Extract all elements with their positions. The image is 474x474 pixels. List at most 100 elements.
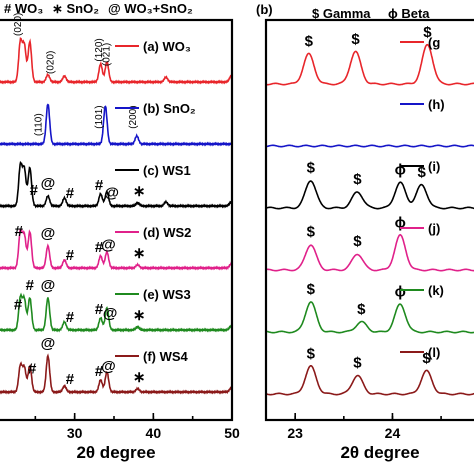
legend-label-5: (l) — [428, 345, 440, 360]
x-axis-label: 2θ degree — [76, 443, 155, 462]
series-line-2 — [266, 180, 474, 210]
peak-marker-3-1: $ — [353, 233, 362, 250]
peak-marker-2-3: # — [95, 177, 104, 194]
peak-marker-4-2: ϕ — [395, 283, 406, 300]
peak-marker-2-0: $ — [307, 159, 316, 176]
peak-marker-5-2: # — [66, 371, 75, 388]
series-line-0 — [266, 43, 474, 86]
peak-marker-4-6: ∗ — [133, 307, 146, 324]
peak-label-0-1: (020) — [45, 51, 56, 74]
panel-a: # WO₃ ∗ SnO₂ @ WO₃+SnO₂ (020) (020) (120)(021… — [0, 1, 240, 462]
legend-header-0: $ Gamma — [312, 6, 371, 21]
legend-label-2: (c) WS1 — [143, 163, 191, 178]
series-line-0 — [0, 37, 232, 85]
legend-header-1: ϕ Beta — [388, 6, 430, 21]
panel-label: (b) — [256, 2, 273, 17]
peak-marker-5-4: @ — [101, 358, 116, 375]
x-tick-label-0: 23 — [287, 425, 303, 441]
peak-marker-5-3: # — [95, 363, 104, 380]
series-line-1 — [0, 103, 232, 147]
x-tick-label-1: 24 — [385, 425, 401, 441]
traces — [266, 43, 474, 396]
legend-label-5: (f) WS4 — [143, 349, 189, 364]
peak-marker-3-0: $ — [307, 224, 316, 241]
series-4 — [266, 301, 474, 334]
peak-marker-3-2: ϕ — [395, 215, 406, 232]
series-line-4 — [0, 292, 232, 333]
peak-marker-5-2: $ — [422, 350, 431, 367]
peak-marker-4-0: $ — [307, 281, 316, 298]
legend-header-0: # WO₃ — [4, 1, 43, 16]
peak-marker-3-0: # — [15, 223, 24, 240]
series-2 — [266, 180, 474, 210]
series-3 — [0, 228, 232, 271]
peak-marker-2-2: ϕ — [395, 162, 406, 179]
peak-marker-4-3: # — [66, 309, 75, 326]
x-tick-label-1: 40 — [146, 425, 162, 441]
peak-marker-5-1: @ — [41, 335, 56, 352]
x-tick-label-2: 50 — [224, 425, 240, 441]
series-line-5 — [0, 353, 232, 395]
peak-marker-0-1: $ — [351, 31, 360, 48]
peak-marker-0-2: $ — [423, 24, 432, 41]
x-tick-label-0: 30 — [67, 425, 83, 441]
legend-label-3: (d) WS2 — [143, 225, 191, 240]
legend-label-4: (e) WS3 — [143, 287, 191, 302]
series-line-3 — [0, 228, 232, 271]
panel-b: $ Gamma ϕ Beta(b)$ $ $(g(h)$$ϕ $ (i)$$ϕ (j)$$ϕ… — [256, 2, 474, 462]
peak-marker-5-0: $ — [307, 345, 316, 362]
peak-label-1-2: (200) — [128, 105, 139, 128]
series-line-4 — [266, 301, 474, 334]
peak-marker-4-5: @ — [103, 305, 118, 322]
peak-marker-2-5: ∗ — [133, 183, 146, 200]
peak-label-0-0: (020) — [13, 13, 24, 36]
peak-marker-5-0: # — [28, 361, 37, 378]
peak-marker-4-0: # — [14, 296, 23, 313]
peak-marker-2-4: @ — [104, 185, 119, 202]
legend-label-4: (k) — [428, 283, 444, 298]
legend-label-2: (i) — [428, 159, 440, 174]
series-1 — [0, 103, 232, 147]
peak-marker-5-1: $ — [353, 355, 362, 372]
peak-marker-5-5: ∗ — [133, 369, 146, 386]
peak-label-0-2: (120) — [94, 38, 105, 61]
peak-marker-3-3: # — [95, 239, 104, 256]
series-0 — [266, 43, 474, 86]
peak-marker-4-4: # — [95, 301, 104, 318]
legend-label-1: (h) — [428, 97, 445, 112]
legend-label-1: (b) SnO₂ — [143, 101, 196, 116]
peak-label-1-1: (101) — [94, 105, 105, 128]
legend-label-0: (g — [428, 35, 440, 50]
series-line-3 — [266, 233, 474, 272]
peak-marker-2-0: # — [30, 182, 39, 199]
series-line-1 — [266, 144, 474, 148]
peak-marker-3-2: # — [66, 247, 75, 264]
series-5 — [266, 365, 474, 396]
peak-marker-3-4: @ — [101, 236, 116, 253]
peak-marker-2-1: @ — [41, 175, 56, 192]
peak-label-1-0: (110) — [34, 113, 45, 136]
peak-marker-0-0: $ — [305, 33, 314, 50]
legend-header-1: ∗ SnO₂ — [52, 1, 99, 16]
series-4 — [0, 292, 232, 333]
series-2 — [0, 160, 232, 209]
series-0 — [0, 37, 232, 85]
peak-marker-2-1: $ — [353, 171, 362, 188]
series-3 — [266, 233, 474, 272]
x-axis-label: 2θ degree — [340, 443, 419, 462]
series-5 — [0, 353, 232, 395]
peak-marker-4-2: @ — [41, 277, 56, 294]
peak-marker-2-3: $ — [417, 164, 426, 181]
legend-header-2: @ WO₃+SnO₂ — [108, 1, 193, 16]
peak-label-0-3: (021) — [101, 43, 112, 66]
peak-marker-2-2: # — [66, 185, 75, 202]
plot-frame — [264, 18, 474, 422]
series-1 — [266, 144, 474, 148]
peak-marker-4-1: $ — [357, 301, 366, 318]
traces — [0, 37, 232, 395]
legend-label-3: (j) — [428, 221, 440, 236]
peak-marker-3-1: @ — [41, 225, 56, 242]
peak-marker-3-5: ∗ — [133, 245, 146, 262]
series-line-5 — [266, 365, 474, 396]
